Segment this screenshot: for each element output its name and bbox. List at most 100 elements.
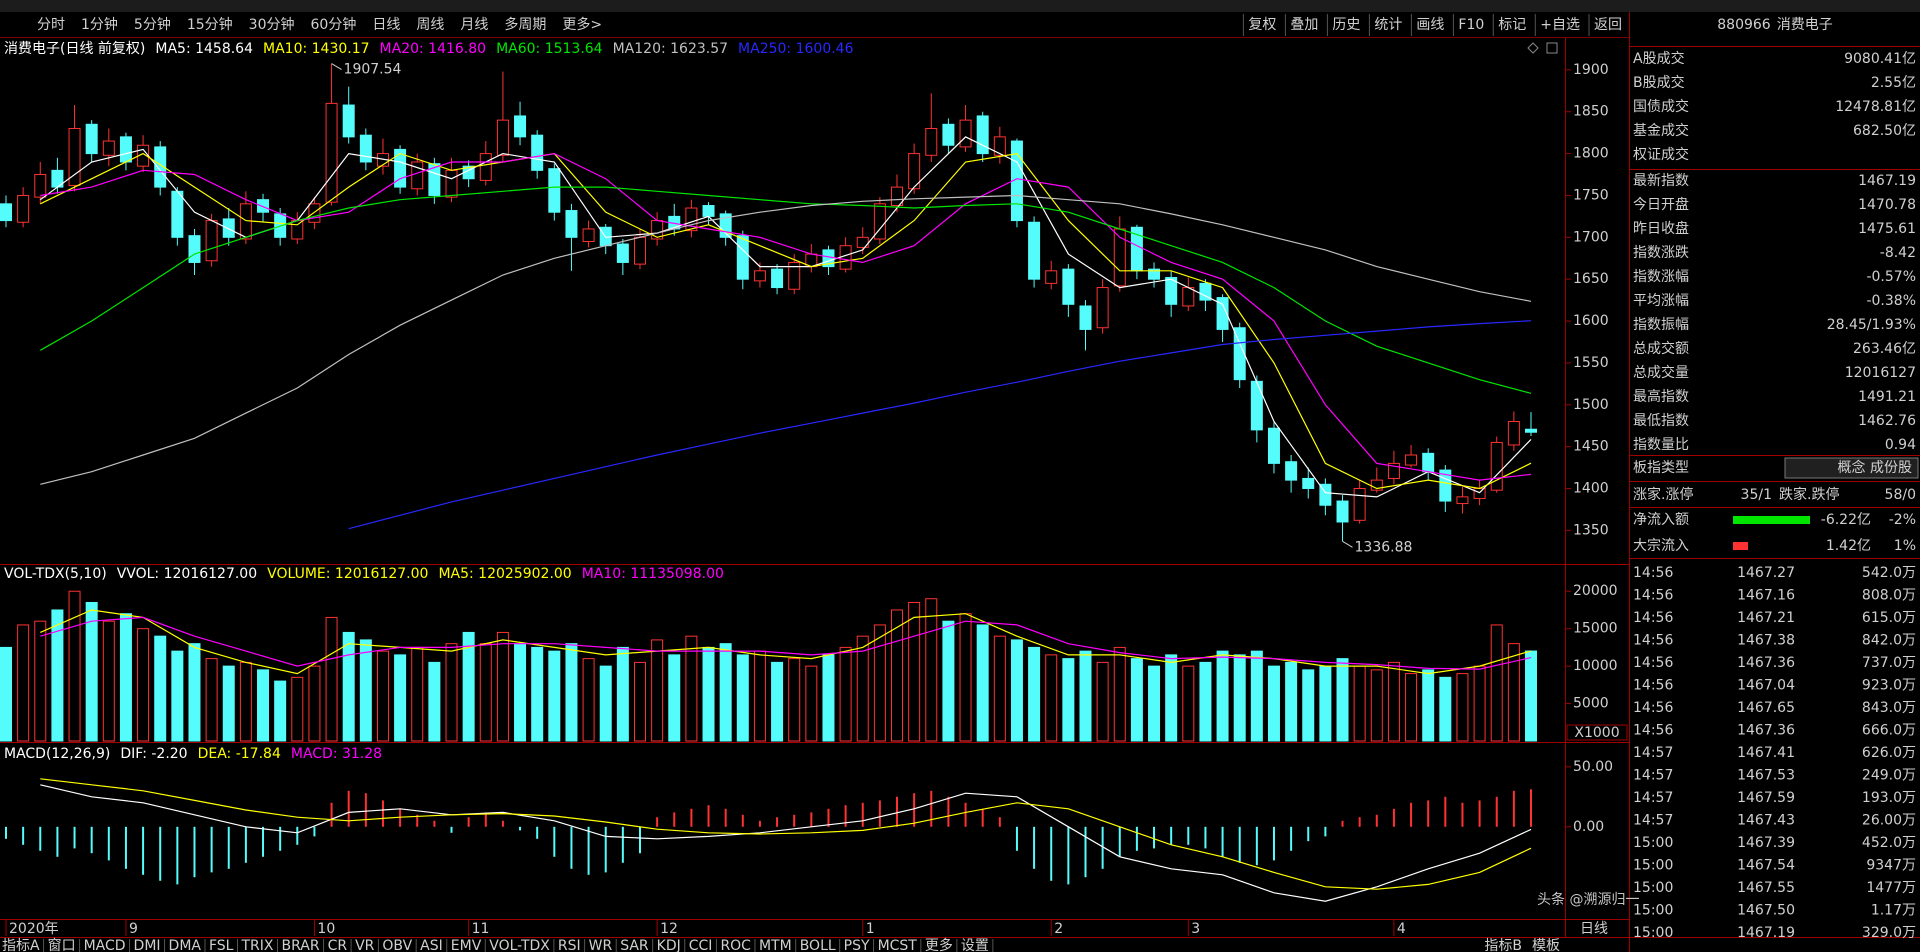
period-label: 日线 bbox=[1580, 921, 1608, 937]
flow-bar bbox=[1733, 542, 1748, 550]
bottom-tab[interactable]: ROC bbox=[720, 938, 751, 952]
volume-bar bbox=[222, 665, 235, 742]
candle-body bbox=[891, 186, 904, 207]
bottom-tab[interactable]: MCST bbox=[878, 938, 918, 952]
bottom-tab[interactable]: SAR bbox=[620, 938, 649, 952]
volume-bar bbox=[531, 646, 544, 742]
stat-label: 最低指数 bbox=[1633, 413, 1689, 429]
bottom-tab[interactable]: CCI bbox=[689, 938, 713, 952]
period-button[interactable]: 分时 bbox=[37, 17, 65, 33]
bottom-tab[interactable]: BOLL bbox=[800, 938, 836, 952]
period-button[interactable]: 5分钟 bbox=[134, 16, 171, 33]
volume-bar bbox=[308, 665, 321, 742]
bottom-tab[interactable]: BRAR bbox=[281, 938, 319, 952]
bottom-tab[interactable]: MTM bbox=[759, 938, 792, 952]
period-button[interactable]: 更多> bbox=[562, 16, 602, 33]
candle-body bbox=[908, 153, 921, 190]
tool-button[interactable]: 标记 bbox=[1498, 17, 1526, 33]
volume-bar bbox=[17, 624, 30, 742]
y-tick-label: 1350 bbox=[1573, 522, 1609, 538]
icon-diamond[interactable] bbox=[1527, 42, 1539, 54]
stat-label: 指数涨幅 bbox=[1633, 269, 1689, 285]
bottom-tab[interactable]: CR bbox=[328, 938, 348, 952]
bottom-tab[interactable]: PSY bbox=[844, 938, 870, 952]
candle-body bbox=[479, 153, 492, 181]
quote-name: 消费电子 bbox=[1777, 17, 1833, 33]
tick-time: 14:56 bbox=[1633, 610, 1673, 626]
period-button[interactable]: 日线 bbox=[372, 17, 400, 33]
bottom-tab[interactable]: OBV bbox=[382, 938, 412, 952]
period-button[interactable]: 30分钟 bbox=[249, 16, 295, 33]
volume-bar bbox=[839, 646, 852, 742]
tool-button[interactable]: 统计 bbox=[1374, 17, 1402, 33]
volume-bar bbox=[565, 643, 578, 742]
stat-label: 今日开盘 bbox=[1633, 196, 1689, 213]
tool-button[interactable]: +自选 bbox=[1540, 17, 1580, 33]
bottom-tab[interactable]: 窗口 bbox=[48, 937, 76, 952]
period-button[interactable]: 1分钟 bbox=[81, 16, 118, 33]
y-tick-label: 1600 bbox=[1573, 313, 1609, 329]
stat-value: 1467.19 bbox=[1858, 173, 1916, 189]
bottom-tab[interactable]: WR bbox=[589, 938, 613, 952]
tick-time: 14:56 bbox=[1633, 723, 1673, 739]
bottom-tab[interactable]: 更多 bbox=[925, 937, 953, 952]
tool-button[interactable]: 返回 bbox=[1594, 17, 1622, 33]
bottom-tab[interactable]: ASI bbox=[420, 938, 443, 952]
bottom-tab[interactable]: VR bbox=[355, 938, 375, 952]
bottom-tab[interactable]: RSI bbox=[558, 938, 581, 952]
tool-button[interactable]: 叠加 bbox=[1290, 17, 1318, 33]
stat-value: 2.55亿 bbox=[1871, 75, 1916, 91]
icon-square[interactable] bbox=[1546, 42, 1558, 54]
candle-body bbox=[993, 136, 1006, 156]
panel-header: VOL-TDX(5,10) VVOL: 12016127.00 VOLUME: 12… bbox=[4, 566, 724, 582]
volume-bar bbox=[805, 665, 818, 742]
period-button[interactable]: 周线 bbox=[416, 17, 444, 33]
period-button[interactable]: 月线 bbox=[460, 17, 488, 33]
x-tick-label: 11 bbox=[472, 921, 490, 937]
header-item: 消费电子(日线 前复权) bbox=[4, 40, 145, 57]
bottom-tab[interactable]: KDJ bbox=[657, 938, 681, 952]
bottom-tab[interactable]: 模板 bbox=[1532, 938, 1560, 952]
period-button[interactable]: 多周期 bbox=[504, 16, 546, 33]
bottom-tab[interactable]: 设置 bbox=[961, 938, 989, 952]
chart-layer: 分时 1分钟 5分钟 15分钟 30分钟 60分钟 日线 周线 月线 多周期 更多> 返回+自选标记F… bbox=[0, 14, 1920, 952]
tick-time: 14:56 bbox=[1633, 700, 1673, 716]
candle-body bbox=[548, 168, 561, 213]
candle-body bbox=[702, 205, 715, 217]
bottom-tab[interactable]: DMI bbox=[134, 938, 161, 952]
bottom-tab[interactable]: DMA bbox=[169, 938, 202, 952]
bottom-tab[interactable]: TRIX bbox=[240, 938, 273, 952]
volume-bar bbox=[873, 624, 886, 742]
bottom-tab[interactable]: 指标B bbox=[1484, 938, 1522, 952]
period-button[interactable]: 60分钟 bbox=[311, 16, 357, 33]
tick-volume: 666.0万 bbox=[1862, 723, 1916, 739]
tick-volume: 193.0万 bbox=[1862, 790, 1916, 806]
tick-price: 1467.16 bbox=[1737, 588, 1795, 604]
tool-button[interactable]: 画线 bbox=[1416, 17, 1444, 33]
tick-volume: 452.0万 bbox=[1862, 835, 1916, 851]
stat-label: 国债成交 bbox=[1633, 98, 1689, 115]
bottom-tab[interactable]: EMV bbox=[451, 938, 482, 952]
candle-body bbox=[205, 220, 218, 262]
stat-value: 12016127 bbox=[1845, 365, 1916, 381]
volume-bar bbox=[1267, 665, 1280, 742]
stat-label: 最新指数 bbox=[1633, 173, 1689, 189]
tool-button[interactable]: 复权 bbox=[1248, 16, 1276, 33]
volume-bar bbox=[68, 590, 81, 742]
bottom-tab[interactable]: 指标A bbox=[2, 938, 40, 952]
bottom-tab[interactable]: FSL bbox=[209, 938, 234, 952]
tick-time: 14:56 bbox=[1633, 633, 1673, 649]
volume-bar bbox=[239, 661, 252, 742]
volume-bar bbox=[1456, 673, 1469, 742]
bottom-tab[interactable]: VOL-TDX bbox=[489, 938, 550, 952]
volume-bar bbox=[1525, 650, 1537, 742]
bottom-tab[interactable]: MACD bbox=[84, 938, 126, 952]
tool-button[interactable]: F10 bbox=[1458, 17, 1484, 33]
candle-body bbox=[1422, 452, 1435, 473]
tool-button[interactable]: 历史 bbox=[1332, 17, 1360, 33]
low-pointer bbox=[1342, 540, 1353, 548]
period-button[interactable]: 15分钟 bbox=[187, 16, 233, 33]
watermark: 头条 @溯源归一 bbox=[1537, 891, 1639, 908]
candle-body bbox=[257, 199, 270, 213]
